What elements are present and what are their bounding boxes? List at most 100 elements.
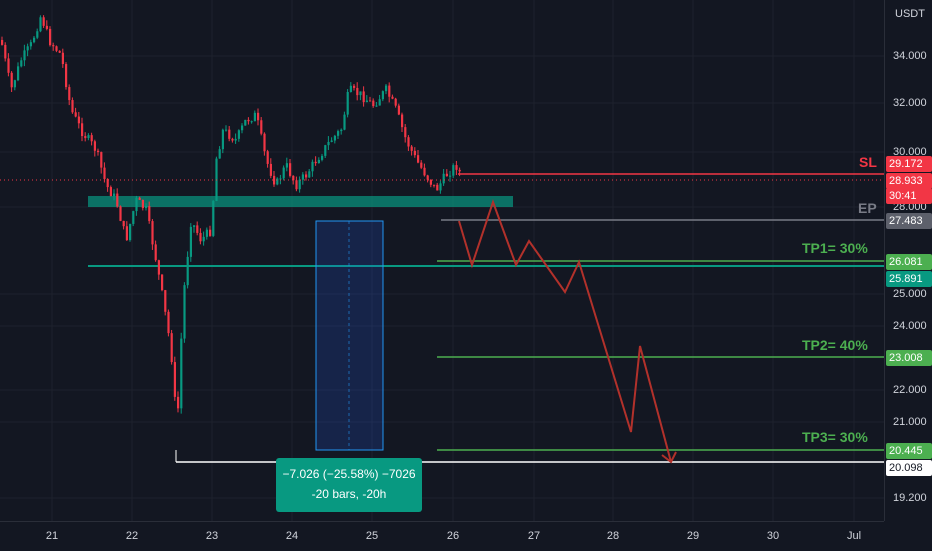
time-tick: 30 xyxy=(766,530,780,542)
candle-body xyxy=(103,167,106,179)
candle-body xyxy=(58,50,61,53)
candle-body xyxy=(426,175,429,180)
candle-body xyxy=(39,17,42,32)
price-axis[interactable]: USDT 34.000 32.000 30.000 28.000 25.000 … xyxy=(884,0,932,521)
time-tick: 25 xyxy=(365,530,379,542)
candle-body xyxy=(391,96,394,99)
candle-body xyxy=(161,274,164,291)
low-price-label: 20.098 xyxy=(886,460,932,476)
projection-path[interactable] xyxy=(458,198,672,463)
candle-body xyxy=(116,193,119,207)
candle-body xyxy=(218,149,221,159)
candle-body xyxy=(305,174,308,178)
price-tick: 21.000 xyxy=(893,416,927,428)
candle-body xyxy=(417,155,420,163)
candle-body xyxy=(401,114,404,128)
candle-body xyxy=(407,137,410,147)
resistance-zone[interactable] xyxy=(88,196,513,207)
price-tick: 22.000 xyxy=(893,384,927,396)
candle-body xyxy=(183,285,186,339)
candle-body xyxy=(244,119,247,126)
candle-body xyxy=(449,175,452,177)
candle-body xyxy=(343,114,346,130)
countdown-label: 30:41 xyxy=(886,188,932,204)
candle-body xyxy=(106,178,109,188)
candle-body xyxy=(29,42,32,47)
candle-body xyxy=(17,66,20,81)
currency-label[interactable]: USDT xyxy=(895,8,925,20)
time-tick: 23 xyxy=(205,530,219,542)
candle-body xyxy=(365,100,368,103)
time-tick: 21 xyxy=(45,530,59,542)
candle-body xyxy=(141,199,144,209)
price-tick: 34.000 xyxy=(893,50,927,62)
candle-body xyxy=(385,85,388,92)
candle-body xyxy=(202,236,205,242)
candle-body xyxy=(234,138,237,141)
candle-body xyxy=(13,80,16,88)
candle-body xyxy=(135,197,138,212)
candle-body xyxy=(276,178,279,185)
candle-body xyxy=(77,116,80,124)
candle-body xyxy=(381,91,384,100)
price-tick: 19.200 xyxy=(893,492,927,504)
candle-body xyxy=(7,58,10,73)
time-tick: Jul xyxy=(846,530,862,542)
candle-body xyxy=(4,44,7,59)
candle-body xyxy=(397,105,400,115)
candle-body xyxy=(250,121,253,123)
measure-change-text: −7.026 (−25.58%) −7026 xyxy=(282,467,416,481)
candle-body xyxy=(433,184,436,186)
candle-body xyxy=(212,200,215,236)
candle-body xyxy=(269,163,272,176)
candle-body xyxy=(362,91,365,103)
level-label-tp3: TP3= 30% xyxy=(802,429,868,445)
candle-body xyxy=(346,92,349,115)
candle-body xyxy=(36,31,39,38)
candle-body xyxy=(42,17,45,26)
candle-body xyxy=(205,229,208,237)
candle-body xyxy=(317,159,320,164)
candle-body xyxy=(378,99,381,106)
tp2-price-label: 23.008 xyxy=(886,350,932,366)
time-axis[interactable]: 21 22 23 24 25 26 27 28 29 30 Jul xyxy=(0,521,884,551)
candle-body xyxy=(458,169,461,172)
level-label-sl: SL xyxy=(859,154,877,170)
candle-body xyxy=(138,197,141,200)
candle-body xyxy=(279,178,282,180)
candle-body xyxy=(189,226,192,257)
candle-body xyxy=(327,141,330,146)
candle-body xyxy=(74,112,77,117)
candle-body xyxy=(23,50,26,61)
candle-body xyxy=(113,193,116,197)
candle-body xyxy=(372,100,375,107)
candle-body xyxy=(388,85,391,97)
candle-body xyxy=(314,161,317,164)
candle-body xyxy=(180,338,183,409)
candle-body xyxy=(49,28,52,46)
price-tick: 32.000 xyxy=(893,97,927,109)
candle-body xyxy=(167,311,170,334)
candle-body xyxy=(359,91,362,96)
candle-body xyxy=(193,225,196,227)
level-label-tp2: TP2= 40% xyxy=(802,337,868,353)
candle-body xyxy=(148,206,151,222)
candle-body xyxy=(173,362,176,397)
candle-body xyxy=(247,119,250,122)
candle-body xyxy=(410,146,413,151)
candle-body xyxy=(109,187,112,197)
candle-body xyxy=(237,130,240,139)
candle-body xyxy=(177,396,180,409)
candle-body xyxy=(394,98,397,106)
level-label-tp1: TP1= 30% xyxy=(802,240,868,256)
candle-body xyxy=(413,150,416,156)
level-label-ep: EP xyxy=(858,200,877,216)
tp1-price-label: 26.081 xyxy=(886,254,932,270)
price-chart[interactable] xyxy=(0,0,884,521)
price-tick: 24.000 xyxy=(893,320,927,332)
candle-body xyxy=(436,184,439,191)
candle-body xyxy=(308,171,311,178)
candle-body xyxy=(301,174,304,180)
candle-body xyxy=(45,25,48,29)
candle-body xyxy=(87,135,90,139)
